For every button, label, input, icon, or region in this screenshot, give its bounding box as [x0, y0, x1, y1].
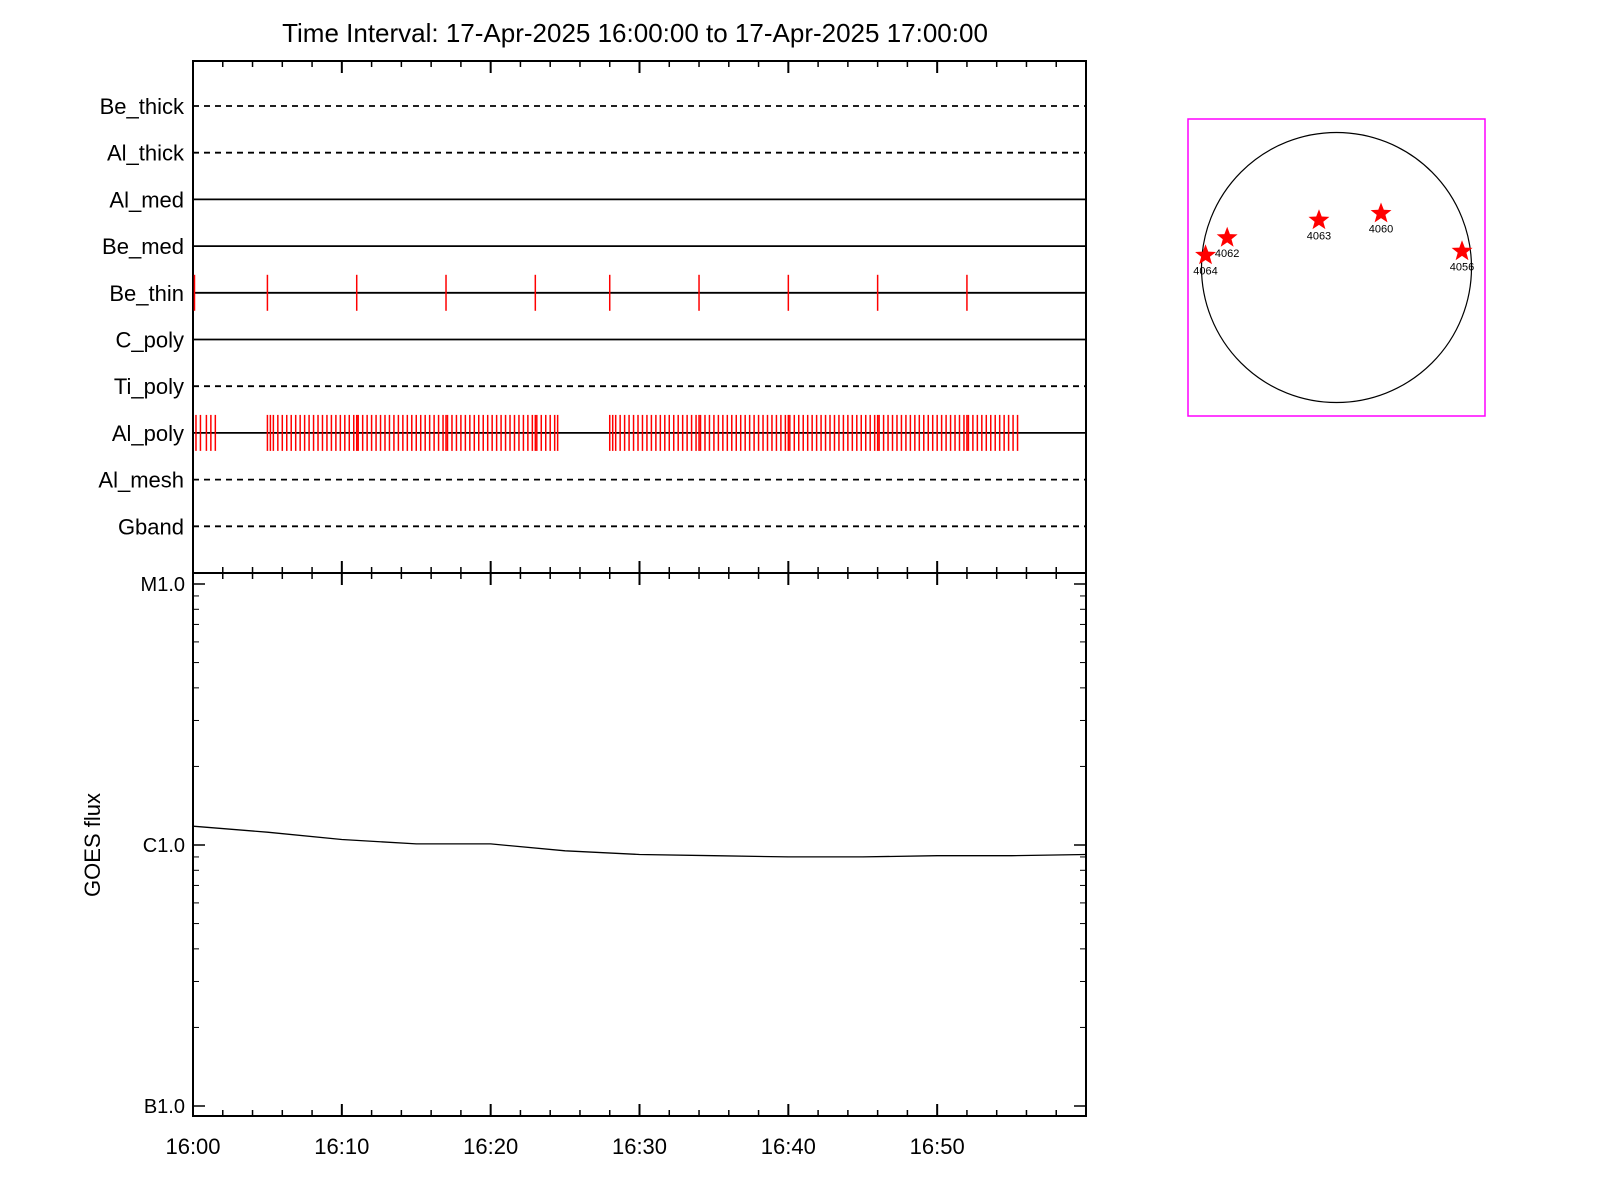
filter-row-al-poly: Al_poly	[112, 414, 1086, 451]
goes-y-tick-label: M1.0	[141, 574, 185, 596]
active-region-4060: 4060	[1369, 202, 1393, 236]
solar-limb	[1200, 131, 1473, 404]
region-star-marker	[1216, 226, 1238, 247]
region-star-marker	[1370, 202, 1392, 223]
goes-panel-frame	[192, 572, 1087, 1117]
filter-label: Al_med	[109, 187, 184, 212]
filter-row-al-thick: Al_thick	[107, 141, 1086, 166]
filter-row-be-thin: Be_thin	[109, 274, 1086, 311]
region-label: 4060	[1369, 224, 1393, 236]
filter-label: Be_thick	[100, 94, 185, 119]
active-region-4056: 4056	[1450, 240, 1474, 273]
region-star-marker	[1195, 244, 1216, 265]
filter-row-c-poly: C_poly	[116, 328, 1086, 353]
x-tick-label: 16:50	[910, 1134, 965, 1159]
filter-row-al-med: Al_med	[109, 187, 1086, 212]
filter-row-gband: Gband	[118, 514, 1086, 539]
goes-y-tick-label: B1.0	[144, 1096, 185, 1118]
goes-flux-panel: M1.0 C1.0 B1.0 GOES flux 16:00 16:10 16:20 16:3…	[80, 572, 1087, 1159]
active-region-4062: 4062	[1215, 226, 1239, 260]
filter-label: Al_poly	[112, 421, 184, 446]
filter-label: Be_med	[102, 234, 184, 259]
goes-y-tick-label: C1.0	[143, 835, 185, 857]
solar-disk-box	[1187, 118, 1486, 417]
filter-label: C_poly	[116, 328, 184, 353]
filter-row-be-med: Be_med	[102, 234, 1086, 259]
region-label: 4063	[1307, 230, 1331, 242]
x-tick-label: 16:30	[612, 1134, 667, 1159]
filter-label: Be_thin	[109, 281, 184, 306]
region-star-marker	[1308, 209, 1330, 230]
region-label: 4056	[1450, 261, 1474, 273]
filter-row-be-thick: Be_thick	[100, 94, 1086, 119]
filter-label: Al_thick	[107, 141, 185, 166]
figure-title: Time Interval: 17-Apr-2025 16:00:00 to 1…	[282, 18, 988, 48]
filter-timeline-panel: Be_thick Al_thick Al_med Be_med Be_thin C_pol…	[98, 60, 1087, 574]
x-tick-label: 16:20	[463, 1134, 518, 1159]
region-label: 4062	[1215, 248, 1239, 260]
x-tick-label: 16:10	[314, 1134, 369, 1159]
filter-label: Al_mesh	[98, 468, 184, 493]
goes-y-axis-label: GOES flux	[80, 793, 105, 897]
goes-flux-line	[192, 825, 1087, 858]
filter-row-al-mesh: Al_mesh	[98, 468, 1086, 493]
x-tick-label: 16:40	[761, 1134, 816, 1159]
region-label: 4064	[1193, 265, 1217, 277]
filter-label: Ti_poly	[114, 374, 184, 399]
solar-disk-panel: 4064 4062 4063 4060 4056	[1187, 118, 1486, 417]
filter-label: Gband	[118, 514, 184, 539]
filter-panel-frame	[192, 60, 1087, 574]
active-region-4063: 4063	[1307, 209, 1331, 242]
x-tick-label: 16:00	[165, 1134, 220, 1159]
filter-row-ti-poly: Ti_poly	[114, 374, 1086, 399]
region-star-marker	[1451, 240, 1473, 261]
active-region-4064: 4064	[1193, 244, 1218, 277]
